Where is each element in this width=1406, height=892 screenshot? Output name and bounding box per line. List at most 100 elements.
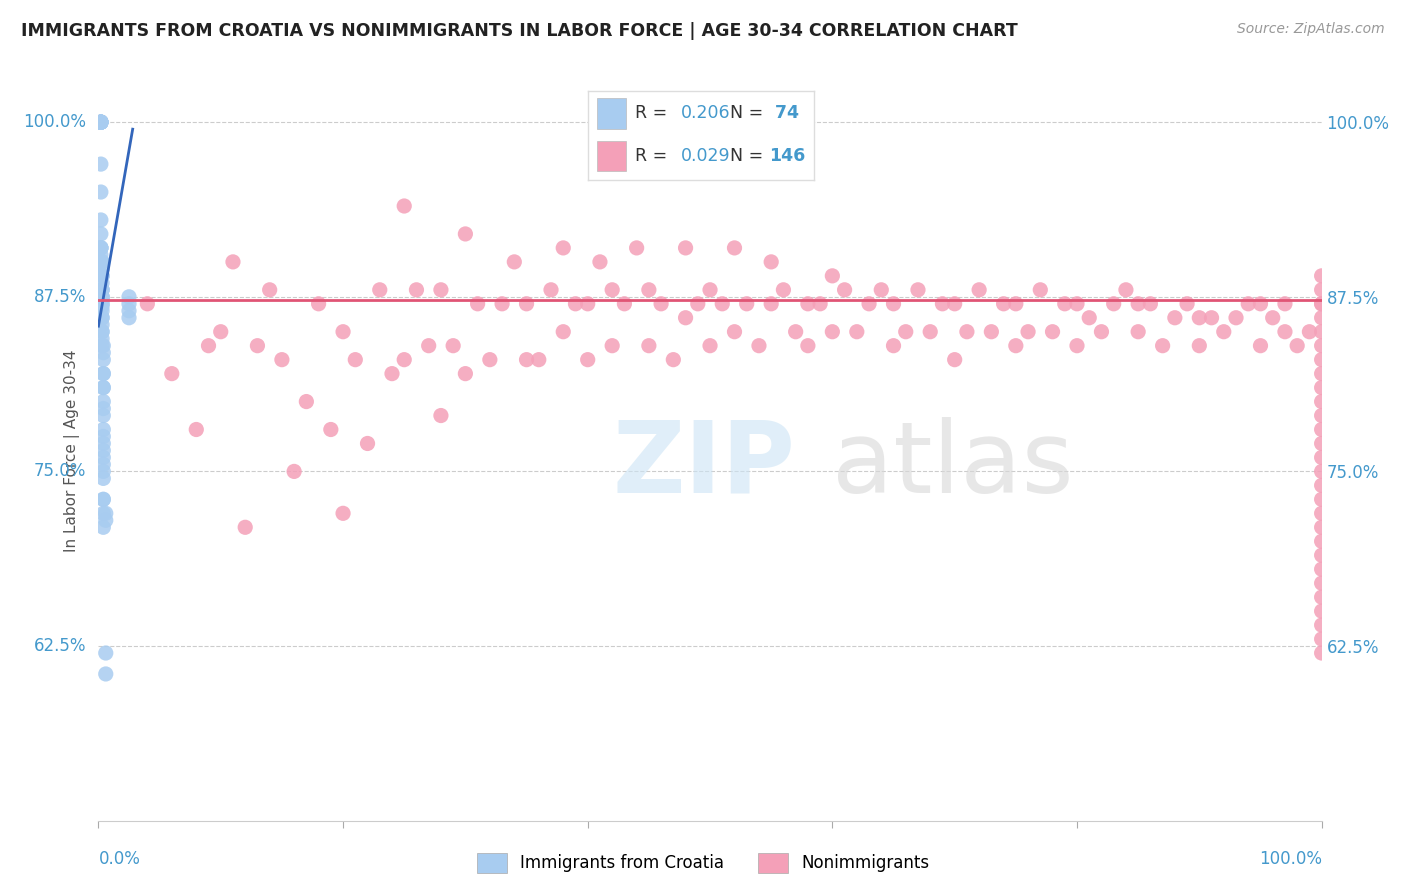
Point — [91, 300, 114, 314]
Point — [91, 325, 114, 339]
Point — [1102, 297, 1125, 311]
Point — [1237, 297, 1260, 311]
Point — [91, 423, 114, 437]
Point — [91, 310, 114, 325]
Point — [980, 325, 1002, 339]
Point — [90, 255, 112, 269]
Point — [332, 325, 354, 339]
Point — [1066, 297, 1088, 311]
Point — [1310, 632, 1333, 646]
Point — [576, 352, 599, 367]
Point — [785, 325, 807, 339]
Point — [699, 283, 721, 297]
Point — [1310, 297, 1333, 311]
Point — [186, 423, 208, 437]
Text: 100.0%: 100.0% — [22, 113, 86, 131]
Point — [686, 297, 709, 311]
Point — [1249, 297, 1271, 311]
Point — [91, 409, 114, 423]
Point — [1310, 394, 1333, 409]
Point — [392, 199, 416, 213]
Point — [1310, 297, 1333, 311]
Point — [1310, 352, 1333, 367]
Point — [675, 241, 697, 255]
Point — [91, 471, 114, 485]
Point — [1066, 339, 1088, 353]
Point — [90, 115, 112, 129]
Point — [821, 325, 844, 339]
Point — [308, 297, 330, 311]
Point — [91, 345, 114, 359]
Point — [90, 115, 112, 129]
Point — [637, 339, 661, 353]
Point — [993, 297, 1015, 311]
Point — [91, 401, 114, 416]
Y-axis label: In Labor Force | Age 30-34: In Labor Force | Age 30-34 — [63, 349, 80, 552]
Point — [1115, 283, 1137, 297]
Point — [1004, 297, 1026, 311]
Point — [515, 297, 537, 311]
Point — [91, 290, 114, 304]
Point — [160, 367, 183, 381]
Point — [94, 646, 117, 660]
Point — [1128, 325, 1150, 339]
Point — [1310, 268, 1333, 283]
Point — [478, 352, 501, 367]
Point — [1310, 339, 1333, 353]
Point — [699, 339, 721, 353]
Point — [91, 290, 114, 304]
Point — [118, 297, 141, 311]
Point — [1286, 339, 1309, 353]
Point — [1053, 297, 1076, 311]
Point — [748, 339, 770, 353]
Point — [1078, 310, 1101, 325]
Point — [222, 255, 245, 269]
Point — [233, 520, 256, 534]
Point — [91, 520, 114, 534]
Point — [1310, 423, 1333, 437]
Point — [368, 283, 391, 297]
Point — [1310, 520, 1333, 534]
Point — [894, 325, 917, 339]
Point — [503, 255, 526, 269]
Point — [1090, 325, 1112, 339]
Point — [90, 115, 112, 129]
Point — [91, 381, 114, 395]
Point — [956, 325, 979, 339]
Point — [91, 255, 114, 269]
Point — [858, 297, 880, 311]
Point — [1310, 283, 1333, 297]
Point — [91, 464, 114, 478]
Point — [1139, 297, 1161, 311]
Point — [91, 339, 114, 353]
Point — [576, 297, 599, 311]
Point — [613, 297, 636, 311]
Point — [1188, 310, 1211, 325]
Point — [91, 325, 114, 339]
Point — [118, 310, 141, 325]
Point — [209, 325, 232, 339]
Text: IMMIGRANTS FROM CROATIA VS NONIMMIGRANTS IN LABOR FORCE | AGE 30-34 CORRELATION : IMMIGRANTS FROM CROATIA VS NONIMMIGRANTS… — [21, 22, 1018, 40]
Point — [637, 283, 661, 297]
Point — [564, 297, 586, 311]
Point — [90, 241, 112, 255]
Point — [283, 464, 305, 478]
Point — [90, 115, 112, 129]
Point — [1310, 590, 1333, 604]
Point — [797, 339, 820, 353]
Point — [553, 325, 575, 339]
Point — [723, 325, 745, 339]
Point — [259, 283, 281, 297]
Point — [319, 423, 342, 437]
Point — [1298, 325, 1320, 339]
Point — [1310, 409, 1333, 423]
Point — [1017, 325, 1039, 339]
Point — [967, 283, 990, 297]
Point — [91, 352, 114, 367]
Point — [662, 352, 685, 367]
Point — [467, 297, 489, 311]
Point — [600, 283, 623, 297]
Point — [1042, 325, 1064, 339]
Point — [1310, 534, 1333, 549]
Point — [600, 339, 623, 353]
